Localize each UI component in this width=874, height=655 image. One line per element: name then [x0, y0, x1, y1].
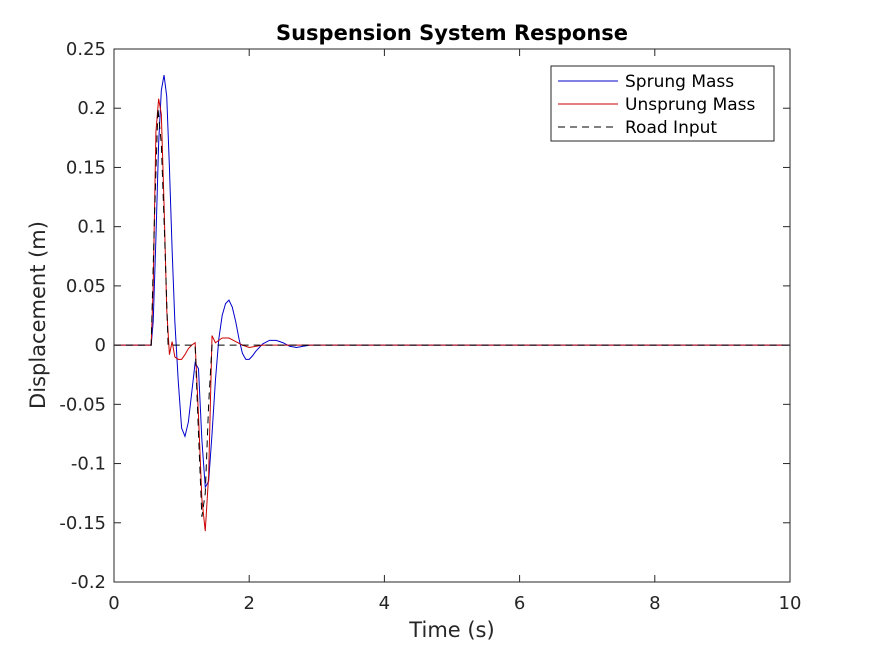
x-axis-label: Time (s) — [408, 618, 494, 642]
legend-label-road-input: Road Input — [625, 118, 717, 138]
y-tick-label: 0.1 — [77, 217, 106, 238]
x-tick-label: 0 — [108, 593, 119, 614]
series-layer — [114, 74, 790, 532]
x-tick-label: 8 — [649, 593, 660, 614]
series-line-unsprung-mass — [114, 98, 790, 532]
chart-title: Suspension System Response — [276, 21, 628, 45]
legend-label-unsprung-mass: Unsprung Mass — [625, 95, 756, 115]
y-tick-label: 0.15 — [66, 157, 106, 178]
ticks-layer: 0 2 4 6 8 10 -0.2 -0.15 -0.1 -0.05 0 0.05 0.1 0.15 0.2… — [59, 39, 801, 614]
y-tick-label: -0.2 — [71, 572, 106, 593]
x-tick-label: 6 — [514, 593, 525, 614]
y-tick-label: 0.05 — [66, 276, 106, 297]
series-line-sprung-mass — [114, 74, 790, 489]
x-tick-label: 4 — [379, 593, 390, 614]
y-tick-label: -0.1 — [71, 454, 106, 475]
x-tick-label: 10 — [779, 593, 802, 614]
axes-box — [113, 48, 791, 583]
y-tick-label: 0.2 — [77, 98, 106, 119]
y-tick-label: 0.25 — [66, 39, 106, 60]
y-tick-label: 0 — [95, 335, 106, 356]
legend-label-sprung-mass: Sprung Mass — [625, 72, 734, 92]
legend: Sprung Mass Unsprung Mass Road Input — [550, 65, 775, 142]
y-tick-label: -0.15 — [59, 513, 106, 534]
y-axis-label: Displacement (m) — [26, 221, 50, 409]
series-line-road-input — [114, 108, 790, 517]
y-tick-label: -0.05 — [59, 394, 106, 415]
x-tick-label: 2 — [243, 593, 254, 614]
